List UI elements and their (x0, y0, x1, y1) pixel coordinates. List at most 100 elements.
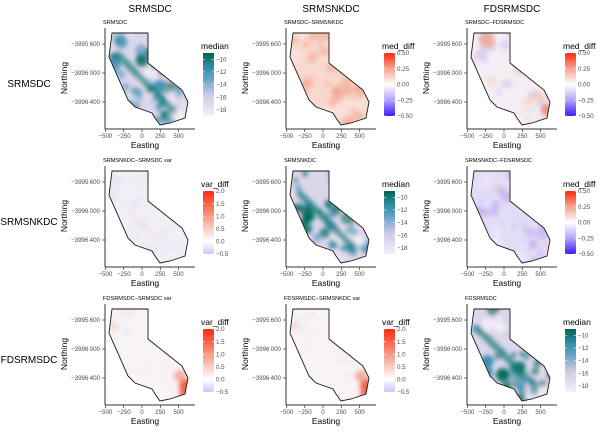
column-title: SRMSNKDC (302, 4, 359, 15)
map-raster (109, 171, 188, 263)
y-axis-title: Northing (240, 338, 250, 370)
raster-cell (109, 68, 111, 74)
x-tick-label: −250 (117, 271, 131, 278)
y-tick-label: −3996 000 (433, 70, 462, 77)
y-axis-title: Northing (240, 200, 250, 232)
raster-cell (354, 178, 364, 188)
raster-cell (352, 100, 364, 112)
raster-cell (338, 38, 349, 50)
column-title: FDSRMSDC (484, 4, 541, 15)
raster-cell (516, 171, 526, 177)
colorbar (565, 191, 576, 254)
raster-cell (346, 58, 355, 67)
y-tick-label: −3996 400 (433, 237, 462, 244)
raster-cell (518, 244, 524, 249)
x-tick-label: 0 (321, 271, 325, 278)
raster-cell (478, 198, 483, 203)
raster-cell (349, 90, 359, 101)
y-tick-label: −3996 400 (252, 375, 281, 382)
legend-tick-label: −18 (578, 383, 589, 390)
raster-cell (365, 187, 369, 192)
raster-cell (152, 99, 158, 105)
raster-cell (495, 90, 502, 97)
panel-subtitle: SRMSNKDC (284, 158, 316, 164)
y-tick-label: −3996 000 (71, 346, 100, 353)
x-axis-title: Easting (493, 278, 522, 288)
raster-cell (344, 100, 354, 110)
y-tick-label: −3996 000 (71, 208, 100, 215)
raster-cell (513, 66, 522, 75)
legend-tick-label: 0.0 (216, 239, 225, 246)
y-tick-label: −3995 600 (252, 317, 281, 324)
legend-tick-label: 0.5 (397, 364, 406, 371)
raster-cell (542, 327, 550, 336)
map-panel: FDSRMSDC−SRMSDC var −3995 600 −3996 000 −39… (59, 296, 229, 426)
raster-cell (480, 317, 495, 332)
raster-cell (495, 368, 510, 382)
raster-cell (536, 309, 549, 318)
y-tick-label: −3995 600 (252, 41, 281, 48)
raster-cell (472, 232, 484, 243)
x-tick-label: −250 (479, 271, 493, 278)
raster-cell (308, 58, 314, 64)
colorbar (384, 191, 395, 254)
raster-cell (537, 45, 546, 54)
x-tick-label: 500 (354, 409, 365, 416)
raster-cell (480, 240, 493, 253)
raster-cell (481, 207, 490, 217)
state-outline (289, 170, 370, 264)
raster-cell (529, 182, 541, 194)
legend-tick-label: −0.50 (578, 251, 594, 258)
x-axis-title: Easting (493, 140, 522, 150)
raster-cell (486, 75, 498, 87)
legend-tick-label: 1.5 (216, 339, 225, 346)
raster-cell (517, 100, 523, 105)
legend-tick-label: −10 (216, 57, 227, 64)
y-tick-label: −3995 600 (252, 179, 281, 186)
raster-cell (543, 243, 549, 249)
raster-cell (317, 251, 329, 263)
raster-cell (310, 331, 317, 338)
panel-subtitle: SRMSNKDC−FDSRMSDC (465, 158, 532, 164)
raster-cell (145, 46, 157, 58)
raster-cell (302, 40, 310, 48)
raster-cell (523, 253, 528, 259)
panel-subtitle: FDSRMSDC−SRMSNKDC var (284, 296, 360, 302)
raster-cell (302, 171, 308, 174)
raster-cell (342, 357, 349, 364)
raster-cell (156, 236, 160, 240)
raster-cell (495, 314, 502, 321)
raster-cell (290, 242, 297, 251)
colorbar (203, 53, 214, 116)
x-tick-label: −500 (98, 409, 112, 416)
y-axis-title: Northing (59, 62, 69, 94)
legend-tick-label: 0.5 (216, 226, 225, 233)
raster-cell (471, 393, 482, 401)
legend-tick-label: 0.50 (397, 50, 410, 57)
raster-cell (176, 45, 183, 52)
raster-cell (301, 316, 308, 323)
legend-tick-label: 2.0 (216, 326, 225, 333)
x-tick-label: 500 (354, 133, 365, 140)
raster-cell (526, 37, 534, 45)
x-tick-label: 0 (140, 271, 144, 278)
raster-cell (348, 177, 362, 191)
legend-tick-label: −18 (216, 107, 227, 114)
raster-cell (530, 107, 535, 113)
raster-cell (536, 228, 548, 240)
map-panel: SRMSDC−SRMSNKDC −3995 600 −3996 000 −3996 4… (240, 20, 415, 150)
y-axis-title: Northing (59, 338, 69, 370)
raster-cell (168, 243, 176, 250)
raster-cell (339, 56, 353, 70)
raster-cell (539, 120, 549, 125)
raster-cell (148, 47, 162, 61)
x-tick-label: 0 (140, 409, 144, 416)
x-axis-title: Easting (312, 278, 341, 288)
raster-cell (531, 382, 539, 390)
y-tick-label: −3996 000 (71, 70, 100, 77)
raster-cell (536, 179, 545, 188)
raster-cell (302, 76, 315, 89)
raster-cell (109, 215, 118, 229)
